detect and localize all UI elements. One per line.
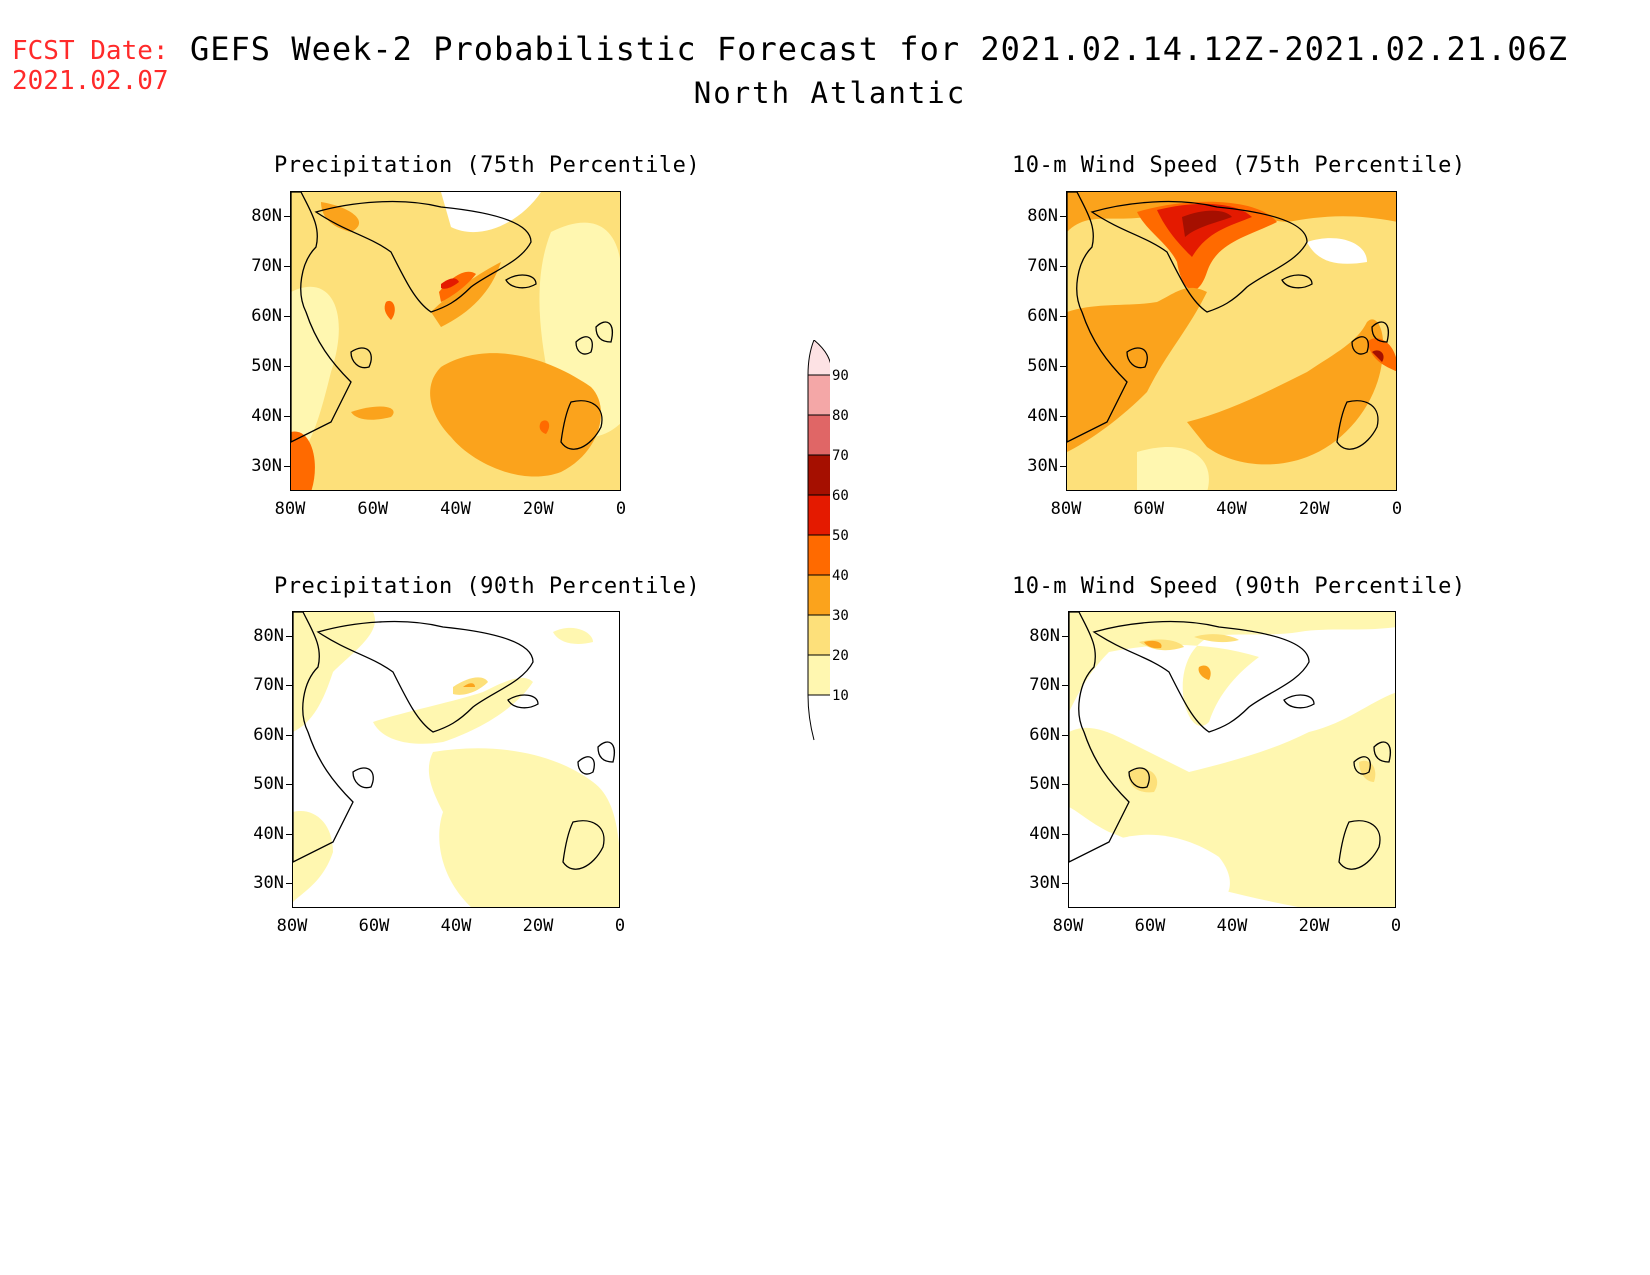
map-wind75 (1066, 191, 1397, 491)
lat-tick-label: 80N (1027, 206, 1058, 226)
lon-tick-label: 0 (615, 499, 627, 519)
lat-tick-label: 80N (251, 206, 282, 226)
lat-tick-mark (1062, 833, 1068, 835)
lat-tick-label: 60N (253, 724, 284, 745)
lat-tick-label: 50N (251, 356, 282, 376)
colorbar-level-label: 40 (832, 568, 849, 584)
lat-tick-label: 40N (251, 406, 282, 426)
lat-tick-mark (1062, 635, 1068, 637)
lat-tick-label: 30N (253, 873, 284, 894)
lon-tick-label: 60W (357, 499, 389, 519)
lat-tick-mark (1062, 883, 1068, 885)
colorbar-level-label: 90 (832, 368, 849, 384)
lat-tick-label: 40N (1027, 406, 1058, 426)
fcst-date: FCST Date: 2021.02.07 (12, 36, 169, 96)
lat-tick-mark (286, 784, 292, 786)
lon-tick-label: 20W (1298, 916, 1330, 936)
lat-tick-mark (1060, 416, 1066, 417)
lat-tick-label: 60N (251, 306, 282, 326)
lon-tick-label: 40W (1216, 499, 1247, 519)
lat-tick-label: 70N (1027, 256, 1058, 276)
lat-tick-mark (1060, 266, 1066, 267)
lon-tick-label: 80W (276, 916, 308, 936)
lat-tick-mark (1060, 366, 1066, 367)
panel-title-wind90: 10-m Wind Speed (90th Percentile) (1012, 574, 1466, 599)
lat-tick-label: 60N (1029, 724, 1060, 745)
lon-tick-label: 60W (1133, 499, 1165, 519)
colorbar-graphic (807, 339, 833, 741)
lat-tick-mark (1062, 784, 1068, 786)
panel-title-precip75: Precipitation (75th Percentile) (274, 153, 701, 178)
lat-tick-mark (286, 734, 292, 736)
lat-tick-mark (286, 833, 292, 835)
map-wind90 (1068, 611, 1396, 908)
colorbar-level-label: 60 (832, 488, 849, 504)
lon-tick-label: 40W (1216, 916, 1248, 936)
lat-tick-mark (1060, 316, 1066, 317)
lat-tick-mark (1062, 734, 1068, 736)
lon-tick-label: 60W (358, 916, 390, 936)
lat-tick-mark (286, 883, 292, 885)
lon-tick-label: 80W (1050, 499, 1082, 519)
map-precip75 (290, 191, 621, 491)
lat-tick-mark (1060, 216, 1066, 217)
lat-tick-label: 30N (1029, 873, 1060, 894)
lon-tick-label: 40W (440, 916, 472, 936)
lat-tick-mark (284, 316, 290, 317)
lat-tick-label: 30N (1027, 456, 1058, 476)
panel-title-wind75: 10-m Wind Speed (75th Percentile) (1012, 153, 1466, 178)
lon-tick-label: 0 (1390, 916, 1402, 936)
lon-tick-label: 20W (522, 916, 554, 936)
lat-tick-mark (286, 635, 292, 637)
lat-tick-mark (1060, 466, 1066, 467)
map-precip90 (292, 611, 620, 908)
lon-tick-label: 0 (614, 916, 626, 936)
colorbar-level-label: 20 (832, 648, 849, 664)
lon-tick-label: 80W (274, 499, 306, 519)
lat-tick-mark (284, 416, 290, 417)
lon-tick-label: 0 (1391, 499, 1403, 519)
lat-tick-mark (286, 685, 292, 687)
lon-tick-label: 60W (1134, 916, 1166, 936)
lat-tick-label: 40N (1029, 823, 1060, 844)
lat-tick-label: 80N (253, 625, 284, 646)
figure-title: GEFS Week-2 Probabilistic Forecast for 2… (190, 30, 1569, 68)
colorbar-level-label: 50 (832, 528, 849, 544)
lon-tick-label: 20W (522, 499, 554, 519)
lat-tick-label: 80N (1029, 625, 1060, 646)
fcst-date-value: 2021.02.07 (12, 66, 169, 96)
colorbar-level-label: 80 (832, 408, 849, 424)
lat-tick-label: 30N (251, 456, 282, 476)
lon-tick-label: 80W (1052, 916, 1084, 936)
lat-tick-mark (284, 466, 290, 467)
colorbar-level-label: 10 (832, 688, 849, 704)
fcst-date-label: FCST Date: (12, 36, 169, 66)
lat-tick-mark (284, 366, 290, 367)
lat-tick-label: 50N (253, 774, 284, 795)
lat-tick-label: 70N (251, 256, 282, 276)
colorbar-level-label: 30 (832, 608, 849, 624)
lat-tick-label: 70N (253, 675, 284, 696)
lon-tick-label: 40W (440, 499, 471, 519)
figure-subtitle: North Atlantic (693, 76, 967, 110)
lat-tick-label: 70N (1029, 675, 1060, 696)
colorbar: 90 80 70 60 50 40 30 20 10 (790, 339, 849, 754)
panel-title-precip90: Precipitation (90th Percentile) (274, 574, 701, 599)
lat-tick-label: 50N (1027, 356, 1058, 376)
lat-tick-mark (1062, 685, 1068, 687)
lon-tick-label: 20W (1298, 499, 1330, 519)
lat-tick-label: 60N (1027, 306, 1058, 326)
lat-tick-label: 50N (1029, 774, 1060, 795)
colorbar-level-label: 70 (832, 448, 849, 464)
lat-tick-mark (284, 216, 290, 217)
lat-tick-mark (284, 266, 290, 267)
lat-tick-label: 40N (253, 823, 284, 844)
